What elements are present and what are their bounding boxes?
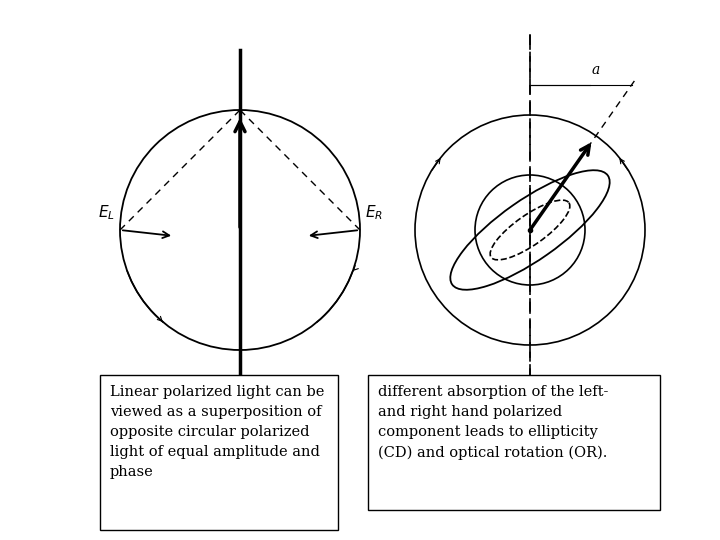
FancyBboxPatch shape (100, 375, 338, 530)
FancyBboxPatch shape (368, 375, 660, 510)
Text: $E_R$: $E_R$ (365, 203, 383, 222)
Text: a: a (592, 63, 600, 77)
Text: different absorption of the left-
and right hand polarized
component leads to el: different absorption of the left- and ri… (378, 385, 608, 460)
Text: $E_L$: $E_L$ (98, 203, 115, 222)
Text: Linear polarized light can be
viewed as a superposition of
opposite circular pol: Linear polarized light can be viewed as … (110, 385, 325, 479)
